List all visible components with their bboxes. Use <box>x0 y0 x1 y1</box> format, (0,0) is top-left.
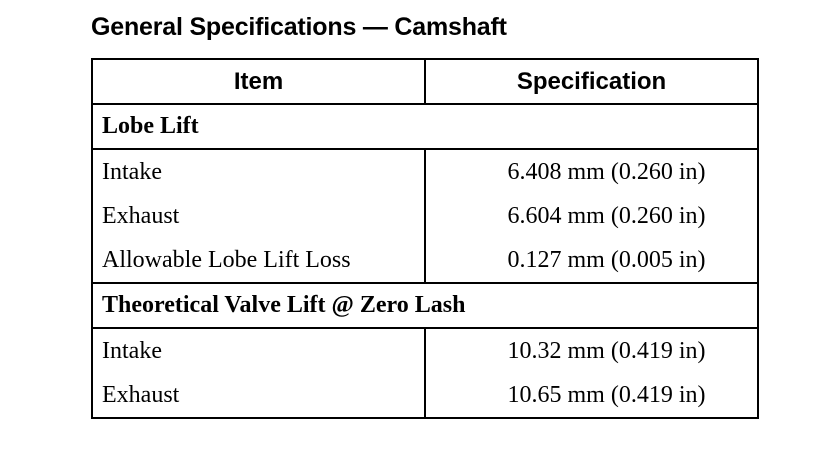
row-item: Exhaust <box>91 194 426 238</box>
table-row: Allowable Lobe Lift Loss 0.127 mm (0.005… <box>91 238 759 284</box>
table-row: Exhaust 10.65 mm (0.419 in) <box>91 373 759 419</box>
column-header-item: Item <box>91 58 426 105</box>
table-row: Intake 6.408 mm (0.260 in) <box>91 149 759 194</box>
page-title: General Specifications — Camshaft <box>91 13 507 41</box>
row-value: 10.65 mm (0.419 in) <box>424 373 759 419</box>
table-row: Exhaust 6.604 mm (0.260 in) <box>91 194 759 238</box>
row-value: 6.408 mm (0.260 in) <box>424 149 759 194</box>
row-item: Intake <box>91 149 426 194</box>
table-header-row: Item Specification <box>91 58 759 105</box>
row-value: 0.127 mm (0.005 in) <box>424 238 759 284</box>
section-row-theoretical-valve-lift: Theoretical Valve Lift @ Zero Lash <box>91 282 759 329</box>
section-label: Lobe Lift <box>91 103 759 150</box>
row-item: Allowable Lobe Lift Loss <box>91 238 426 284</box>
table-row: Intake 10.32 mm (0.419 in) <box>91 328 759 373</box>
row-value: 10.32 mm (0.419 in) <box>424 328 759 373</box>
section-label: Theoretical Valve Lift @ Zero Lash <box>91 282 759 329</box>
row-item: Intake <box>91 328 426 373</box>
column-header-specification: Specification <box>424 58 759 105</box>
row-value: 6.604 mm (0.260 in) <box>424 194 759 238</box>
section-row-lobe-lift: Lobe Lift <box>91 103 759 150</box>
specifications-table: Item Specification Lobe Lift Intake 6.40… <box>91 58 759 419</box>
row-item: Exhaust <box>91 373 426 419</box>
